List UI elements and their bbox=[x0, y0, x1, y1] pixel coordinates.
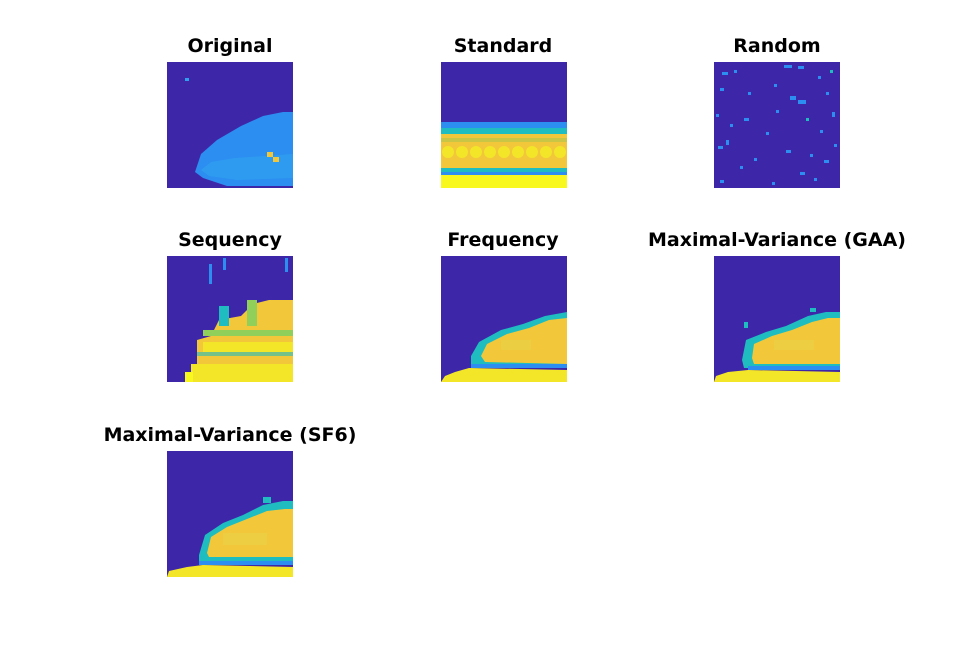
panel-random bbox=[714, 62, 840, 188]
panel-title-standard: Standard bbox=[453, 35, 553, 57]
panel-title-random: Random bbox=[733, 35, 821, 57]
panel-frequency bbox=[441, 256, 567, 382]
panel-sequency bbox=[167, 256, 293, 382]
panel-title-sequency: Sequency bbox=[178, 229, 282, 251]
panel-original bbox=[167, 62, 293, 188]
panel-sf6 bbox=[167, 451, 293, 577]
panel-gaa bbox=[714, 256, 840, 382]
panel-title-sf6: Maximal-Variance (SF6) bbox=[103, 424, 357, 446]
panel-title-original: Original bbox=[187, 35, 273, 57]
panel-title-frequency: Frequency bbox=[447, 229, 559, 251]
panel-standard bbox=[441, 62, 567, 188]
panel-title-gaa: Maximal-Variance (GAA) bbox=[648, 229, 906, 251]
